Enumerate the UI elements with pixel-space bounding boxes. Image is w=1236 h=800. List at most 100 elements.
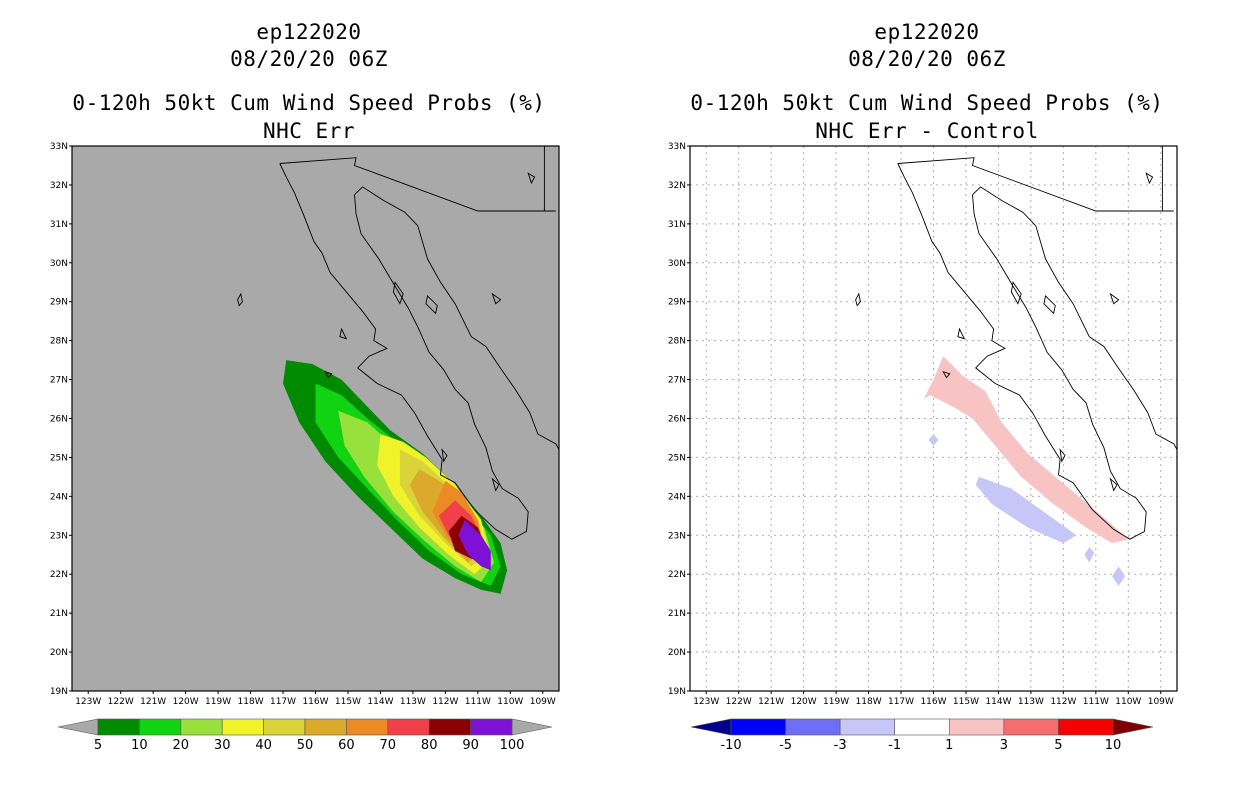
y-tick-label: 22N <box>50 570 68 580</box>
x-tick-label: 109W <box>1148 697 1174 707</box>
y-tick-label: 23N <box>50 531 68 541</box>
wind-prob-map: 123W 122W 121W 120W 119W 118W 117W 116W 115W 114W… <box>50 142 560 753</box>
y-tick-label: 28N <box>668 337 686 347</box>
contour-level-1 <box>975 476 1077 544</box>
colorbar-swatch <box>180 718 223 736</box>
colorbar-swatch <box>387 718 430 736</box>
chart-subtitle: NHC Err - Control <box>815 119 1039 143</box>
colorbar-label: -10 <box>720 738 741 753</box>
contour-level-3 <box>1084 547 1095 563</box>
island <box>855 292 861 307</box>
colorbar-swatch <box>428 718 471 736</box>
colorbar-end-low <box>57 718 99 736</box>
island <box>942 371 951 379</box>
y-tick-label: 31N <box>668 220 686 230</box>
colorbar-label: 50 <box>297 738 314 753</box>
contour-level-0 <box>923 356 1129 544</box>
y-tick-label: 26N <box>668 415 686 425</box>
x-tick-label: 123W <box>75 697 101 707</box>
storm-id: ep122020 <box>874 20 980 44</box>
x-tick-label: 119W <box>205 697 231 707</box>
colorbar-swatch <box>304 718 347 736</box>
y-tick-label: 29N <box>668 298 686 308</box>
x-tick-label: 118W <box>238 697 264 707</box>
colorbar-label: 1 <box>945 738 953 753</box>
y-tick-label: 24N <box>668 492 686 502</box>
colorbar-label: 10 <box>1105 738 1122 753</box>
chart-title: 0-120h 50kt Cum Wind Speed Probs (%) <box>690 91 1164 115</box>
island <box>339 327 348 340</box>
island <box>1109 477 1118 492</box>
border-us-mexico <box>897 157 1174 212</box>
colorbar-end-low <box>690 718 732 736</box>
y-tick-label: 30N <box>668 259 686 269</box>
island <box>324 371 333 379</box>
colorbar-end-high <box>1112 718 1154 736</box>
y-tick-label: 22N <box>668 570 686 580</box>
colorbar-label: -3 <box>834 738 847 753</box>
coastline-mainland <box>354 186 559 450</box>
x-tick-label: 114W <box>367 697 393 707</box>
island <box>1109 292 1120 305</box>
colorbar-label: 80 <box>421 738 438 753</box>
x-tick-label: 111W <box>1083 697 1109 707</box>
y-tick-label: 27N <box>668 376 686 386</box>
y-tick-label: 32N <box>668 181 686 191</box>
x-tick-label: 109W <box>530 697 556 707</box>
x-tick-label: 121W <box>140 697 166 707</box>
x-tick-label: 112W <box>1050 697 1076 707</box>
x-tick-label: 115W <box>953 697 979 707</box>
colorbar-swatch <box>785 718 841 736</box>
x-tick-label: 116W <box>920 697 946 707</box>
x-tick-label: 118W <box>856 697 882 707</box>
x-tick-label: 122W <box>726 697 752 707</box>
x-tick-label: 113W <box>1018 697 1044 707</box>
x-tick-label: 122W <box>108 697 134 707</box>
x-tick-label: 123W <box>693 697 719 707</box>
right-panel: ep122020 08/20/20 06Z 0-120h 50kt Cum Wi… <box>618 0 1236 800</box>
colorbar-swatch <box>139 718 182 736</box>
storm-id: ep122020 <box>256 20 362 44</box>
colorbar-label: 5 <box>94 738 102 753</box>
y-tick-label: 26N <box>50 415 68 425</box>
island <box>491 477 500 492</box>
x-tick-label: 112W <box>432 697 458 707</box>
x-tick-label: 119W <box>823 697 849 707</box>
island <box>1043 294 1056 315</box>
x-tick-label: 121W <box>758 697 784 707</box>
y-tick-label: 28N <box>50 337 68 347</box>
y-tick-label: 24N <box>50 492 68 502</box>
plot-content <box>237 146 559 594</box>
y-tick-label: 25N <box>668 453 686 463</box>
colorbar-swatch <box>894 718 950 736</box>
coastline-mainland <box>972 186 1177 450</box>
colorbar-swatch <box>97 718 140 736</box>
y-tick-label: 29N <box>50 298 68 308</box>
colorbar-end-high <box>511 718 553 736</box>
wind-prob-difference-map: 123W 122W 121W 120W 119W 118W 117W 116W 115W 114W… <box>668 142 1178 753</box>
colorbar-swatch <box>1003 718 1059 736</box>
colorbar-label: 20 <box>173 738 190 753</box>
island <box>527 172 536 185</box>
contour-level-9 <box>458 519 491 571</box>
island <box>491 292 502 305</box>
x-tick-label: 115W <box>335 697 361 707</box>
colorbar-label: 90 <box>462 738 479 753</box>
colorbar-label: 70 <box>380 738 397 753</box>
y-tick-label: 20N <box>668 648 686 658</box>
colorbar-swatch <box>221 718 264 736</box>
y-tick-label: 25N <box>50 453 68 463</box>
colorbar-label: 3 <box>1000 738 1008 753</box>
island <box>392 281 404 305</box>
contour-level-2 <box>928 434 939 446</box>
colorbar-label: 60 <box>338 738 355 753</box>
y-tick-label: 32N <box>50 181 68 191</box>
coastline-baja <box>279 163 529 540</box>
island <box>237 292 243 307</box>
y-tick-label: 31N <box>50 220 68 230</box>
x-tick-label: 111W <box>465 697 491 707</box>
island <box>1010 281 1022 305</box>
chart-subtitle: NHC Err <box>262 119 355 143</box>
datetime: 08/20/20 06Z <box>230 47 388 71</box>
x-tick-label: 110W <box>1115 697 1141 707</box>
